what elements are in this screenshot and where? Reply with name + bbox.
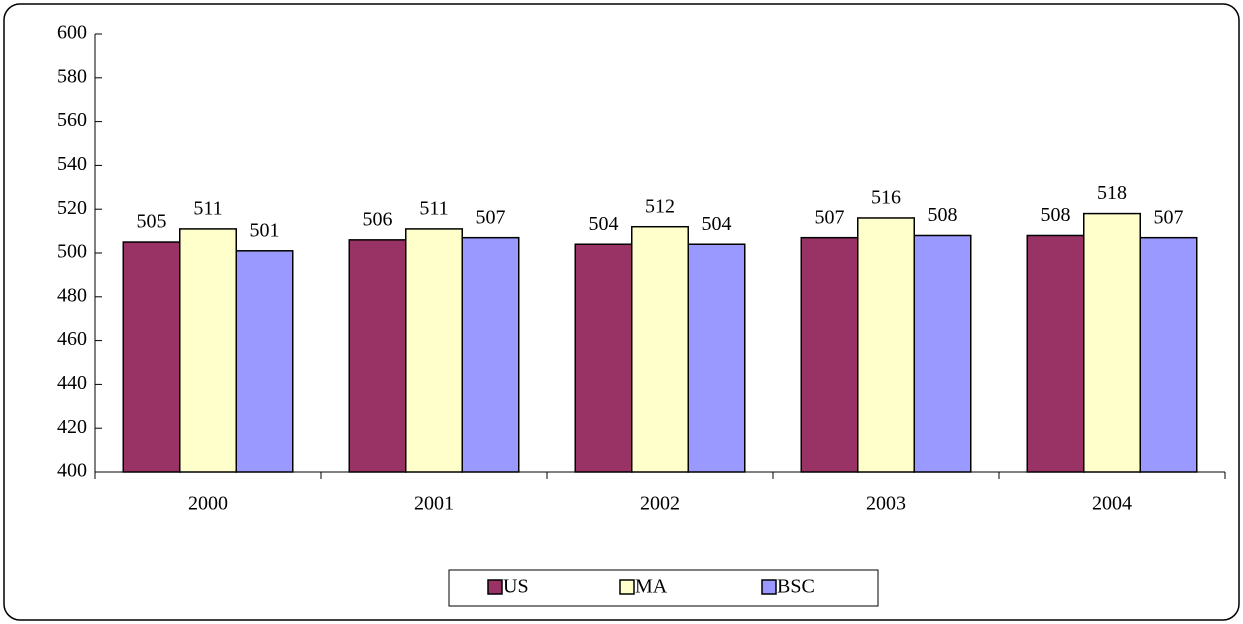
legend-box [448, 569, 879, 607]
bar [1083, 212, 1141, 473]
x-tick-label: 2001 [414, 493, 454, 515]
y-tick-label: 540 [57, 153, 87, 175]
legend-label: MA [635, 576, 668, 598]
data-label: 504 [702, 213, 732, 235]
bar [687, 243, 746, 473]
legend-swatch [761, 579, 777, 595]
data-label: 512 [645, 195, 675, 217]
y-tick-label: 460 [57, 328, 87, 350]
data-label: 507 [815, 206, 845, 228]
data-label: 506 [363, 208, 393, 230]
data-label: 507 [476, 206, 506, 228]
data-label: 518 [1097, 182, 1127, 204]
y-tick-label: 520 [57, 197, 87, 219]
x-tick-label: 2003 [866, 493, 906, 515]
data-label: 508 [928, 204, 958, 226]
legend-swatch [487, 579, 503, 595]
y-tick-label: 420 [57, 416, 87, 438]
bar [235, 250, 294, 473]
bar [574, 243, 633, 473]
legend-label: BSC [777, 576, 815, 598]
data-label: 511 [419, 198, 448, 220]
data-label: 507 [1154, 206, 1184, 228]
bar [631, 225, 689, 473]
x-tick-label: 2004 [1092, 493, 1132, 515]
x-tick-label: 2000 [188, 493, 228, 515]
x-tick-label: 2002 [640, 493, 680, 515]
y-tick-label: 600 [57, 22, 87, 44]
bar [405, 228, 463, 473]
y-tick-label: 480 [57, 284, 87, 306]
bar [1139, 236, 1198, 473]
y-tick-label: 560 [57, 109, 87, 131]
legend-swatch [619, 579, 635, 595]
data-label: 508 [1041, 204, 1071, 226]
bar [857, 217, 915, 473]
data-label: 504 [589, 213, 619, 235]
bar [348, 239, 407, 473]
bar [800, 236, 859, 473]
data-label: 505 [137, 211, 167, 233]
data-label: 511 [193, 198, 222, 220]
y-tick-label: 580 [57, 65, 87, 87]
data-label: 501 [250, 219, 280, 241]
bar [122, 241, 181, 473]
legend-label: US [503, 576, 529, 598]
y-tick-label: 440 [57, 372, 87, 394]
bar [179, 228, 237, 473]
bar [1026, 234, 1085, 473]
bar [461, 236, 520, 473]
y-tick-label: 500 [57, 241, 87, 263]
y-tick-label: 400 [57, 460, 87, 482]
data-label: 516 [871, 187, 901, 209]
bar [913, 234, 972, 473]
